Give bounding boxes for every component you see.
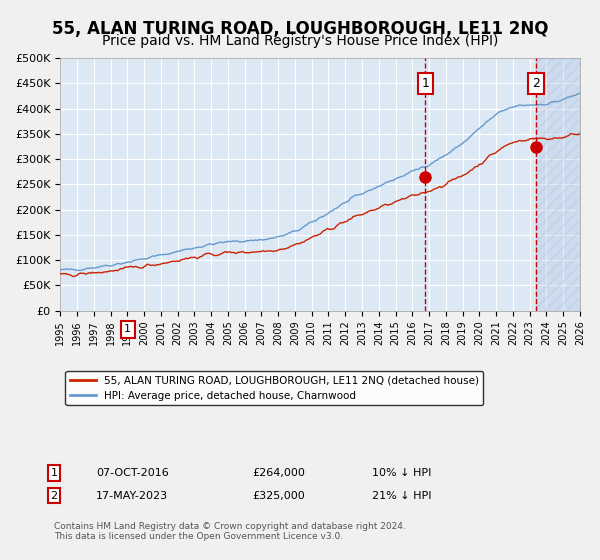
Text: £264,000: £264,000 bbox=[252, 468, 305, 478]
Text: 1: 1 bbox=[50, 468, 58, 478]
Text: 2: 2 bbox=[50, 491, 58, 501]
Text: 1: 1 bbox=[421, 77, 429, 90]
Text: 1: 1 bbox=[124, 324, 131, 334]
Text: 17-MAY-2023: 17-MAY-2023 bbox=[96, 491, 168, 501]
Bar bbox=[536, 58, 580, 311]
Text: 55, ALAN TURING ROAD, LOUGHBOROUGH, LE11 2NQ: 55, ALAN TURING ROAD, LOUGHBOROUGH, LE11… bbox=[52, 20, 548, 38]
Legend: 55, ALAN TURING ROAD, LOUGHBOROUGH, LE11 2NQ (detached house), HPI: Average pric: 55, ALAN TURING ROAD, LOUGHBOROUGH, LE11… bbox=[65, 371, 483, 405]
Text: 2: 2 bbox=[532, 77, 540, 90]
Text: 10% ↓ HPI: 10% ↓ HPI bbox=[372, 468, 431, 478]
Text: 21% ↓ HPI: 21% ↓ HPI bbox=[372, 491, 431, 501]
Text: 07-OCT-2016: 07-OCT-2016 bbox=[96, 468, 169, 478]
Text: Contains HM Land Registry data © Crown copyright and database right 2024.
This d: Contains HM Land Registry data © Crown c… bbox=[54, 522, 406, 542]
Text: Price paid vs. HM Land Registry's House Price Index (HPI): Price paid vs. HM Land Registry's House … bbox=[102, 34, 498, 48]
Text: £325,000: £325,000 bbox=[252, 491, 305, 501]
